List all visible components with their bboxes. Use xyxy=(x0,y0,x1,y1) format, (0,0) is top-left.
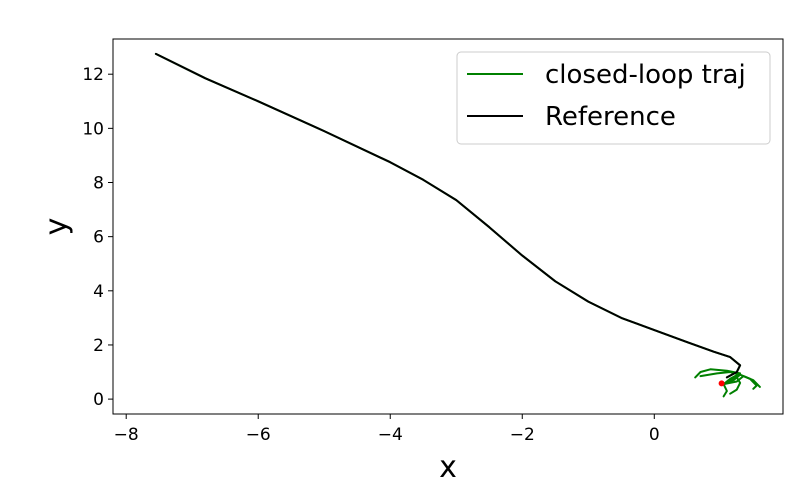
y-tick-label: 10 xyxy=(82,119,104,139)
closed-loop-trajectory-1 xyxy=(694,368,742,386)
y-tick-label: 12 xyxy=(82,65,104,85)
legend-label-reference: Reference xyxy=(545,102,676,132)
x-tick-label: 0 xyxy=(649,425,660,445)
closed-loop-trajectory-4 xyxy=(722,383,728,398)
x-axis-title: x xyxy=(439,450,457,485)
axes-frame xyxy=(112,38,784,415)
y-tick-label: 2 xyxy=(93,336,104,356)
legend: closed-loop traj Reference xyxy=(456,51,771,145)
x-tick-label: −4 xyxy=(378,425,403,445)
closed-loop-trajectory-6 xyxy=(722,376,742,395)
reference-line xyxy=(154,52,742,379)
x-tick-label: −8 xyxy=(114,425,139,445)
plot-area xyxy=(154,52,761,398)
legend-label-closed-loop: closed-loop traj xyxy=(545,60,746,90)
y-tick-label: 4 xyxy=(93,282,104,302)
y-tick-label: 6 xyxy=(93,228,104,248)
x-tick-label: −2 xyxy=(510,425,535,445)
y-tick-label: 0 xyxy=(93,390,104,410)
closed-loop-trajectory-3 xyxy=(722,375,761,388)
x-tick-label: −6 xyxy=(246,425,271,445)
legend-box xyxy=(456,51,771,145)
y-axis-title: y xyxy=(39,218,74,236)
start-point-marker xyxy=(718,380,725,387)
y-tick-label: 8 xyxy=(93,174,104,194)
axes: −8 −6 −4 −2 0 0 2 4 6 8 10 12 xyxy=(82,38,784,445)
